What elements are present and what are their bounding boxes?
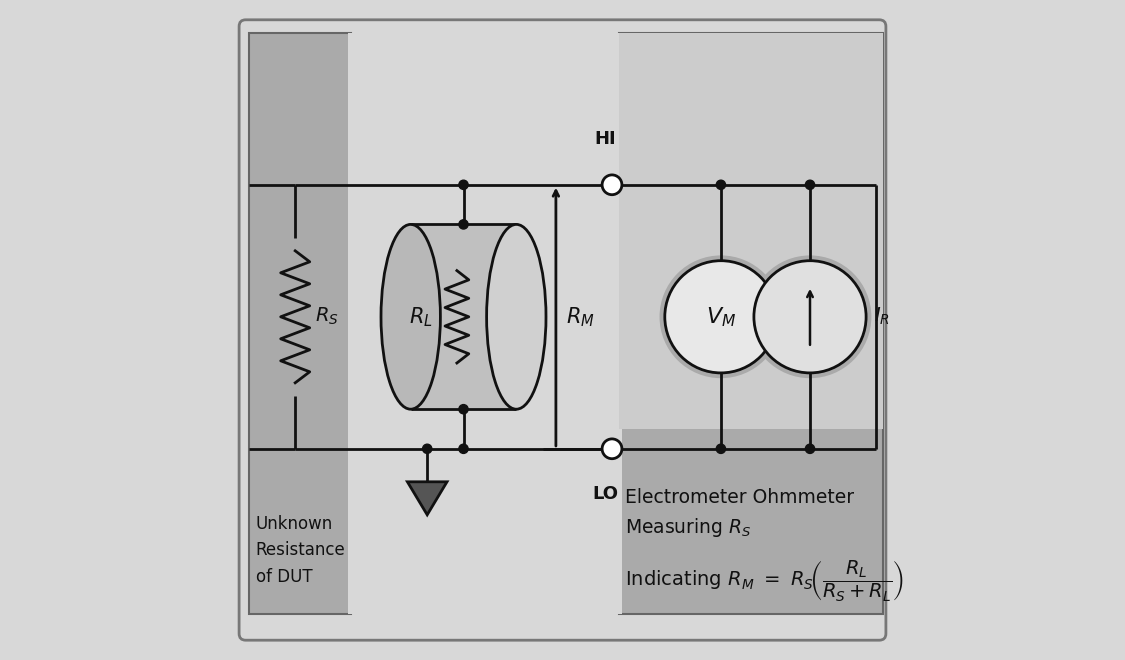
Circle shape: [459, 220, 468, 229]
Circle shape: [717, 444, 726, 453]
Circle shape: [459, 444, 468, 453]
Ellipse shape: [487, 224, 546, 409]
Text: $R_L$: $R_L$: [408, 305, 432, 329]
Circle shape: [602, 439, 622, 459]
Ellipse shape: [381, 224, 440, 409]
Bar: [348, 33, 622, 614]
Circle shape: [717, 180, 726, 189]
Text: $R_S$: $R_S$: [315, 306, 339, 327]
FancyBboxPatch shape: [240, 20, 885, 640]
Circle shape: [806, 444, 814, 453]
Text: Unknown
Resistance
of DUT: Unknown Resistance of DUT: [255, 515, 345, 585]
Bar: [411, 224, 516, 409]
Circle shape: [423, 444, 432, 453]
Circle shape: [748, 255, 872, 378]
Bar: [249, 33, 351, 614]
Bar: [619, 33, 883, 429]
Circle shape: [459, 180, 468, 189]
Text: $I_R$: $I_R$: [874, 306, 890, 327]
Text: $R_M$: $R_M$: [566, 305, 594, 329]
Circle shape: [806, 180, 814, 189]
Circle shape: [665, 261, 777, 373]
Circle shape: [659, 255, 782, 378]
Text: HI: HI: [595, 131, 616, 148]
Circle shape: [459, 405, 468, 414]
Text: LO: LO: [593, 485, 619, 503]
Text: Indicating $R_M\ =\ R_S\!\left(\dfrac{R_L}{R_S + R_L}\right)$: Indicating $R_M\ =\ R_S\!\left(\dfrac{R_…: [626, 558, 904, 603]
Text: Electrometer Ohmmeter
Measuring $R_S$: Electrometer Ohmmeter Measuring $R_S$: [626, 488, 854, 539]
Bar: [619, 33, 883, 614]
Circle shape: [602, 175, 622, 195]
Circle shape: [754, 261, 866, 373]
Text: $V_M$: $V_M$: [705, 305, 736, 329]
Polygon shape: [407, 482, 447, 515]
